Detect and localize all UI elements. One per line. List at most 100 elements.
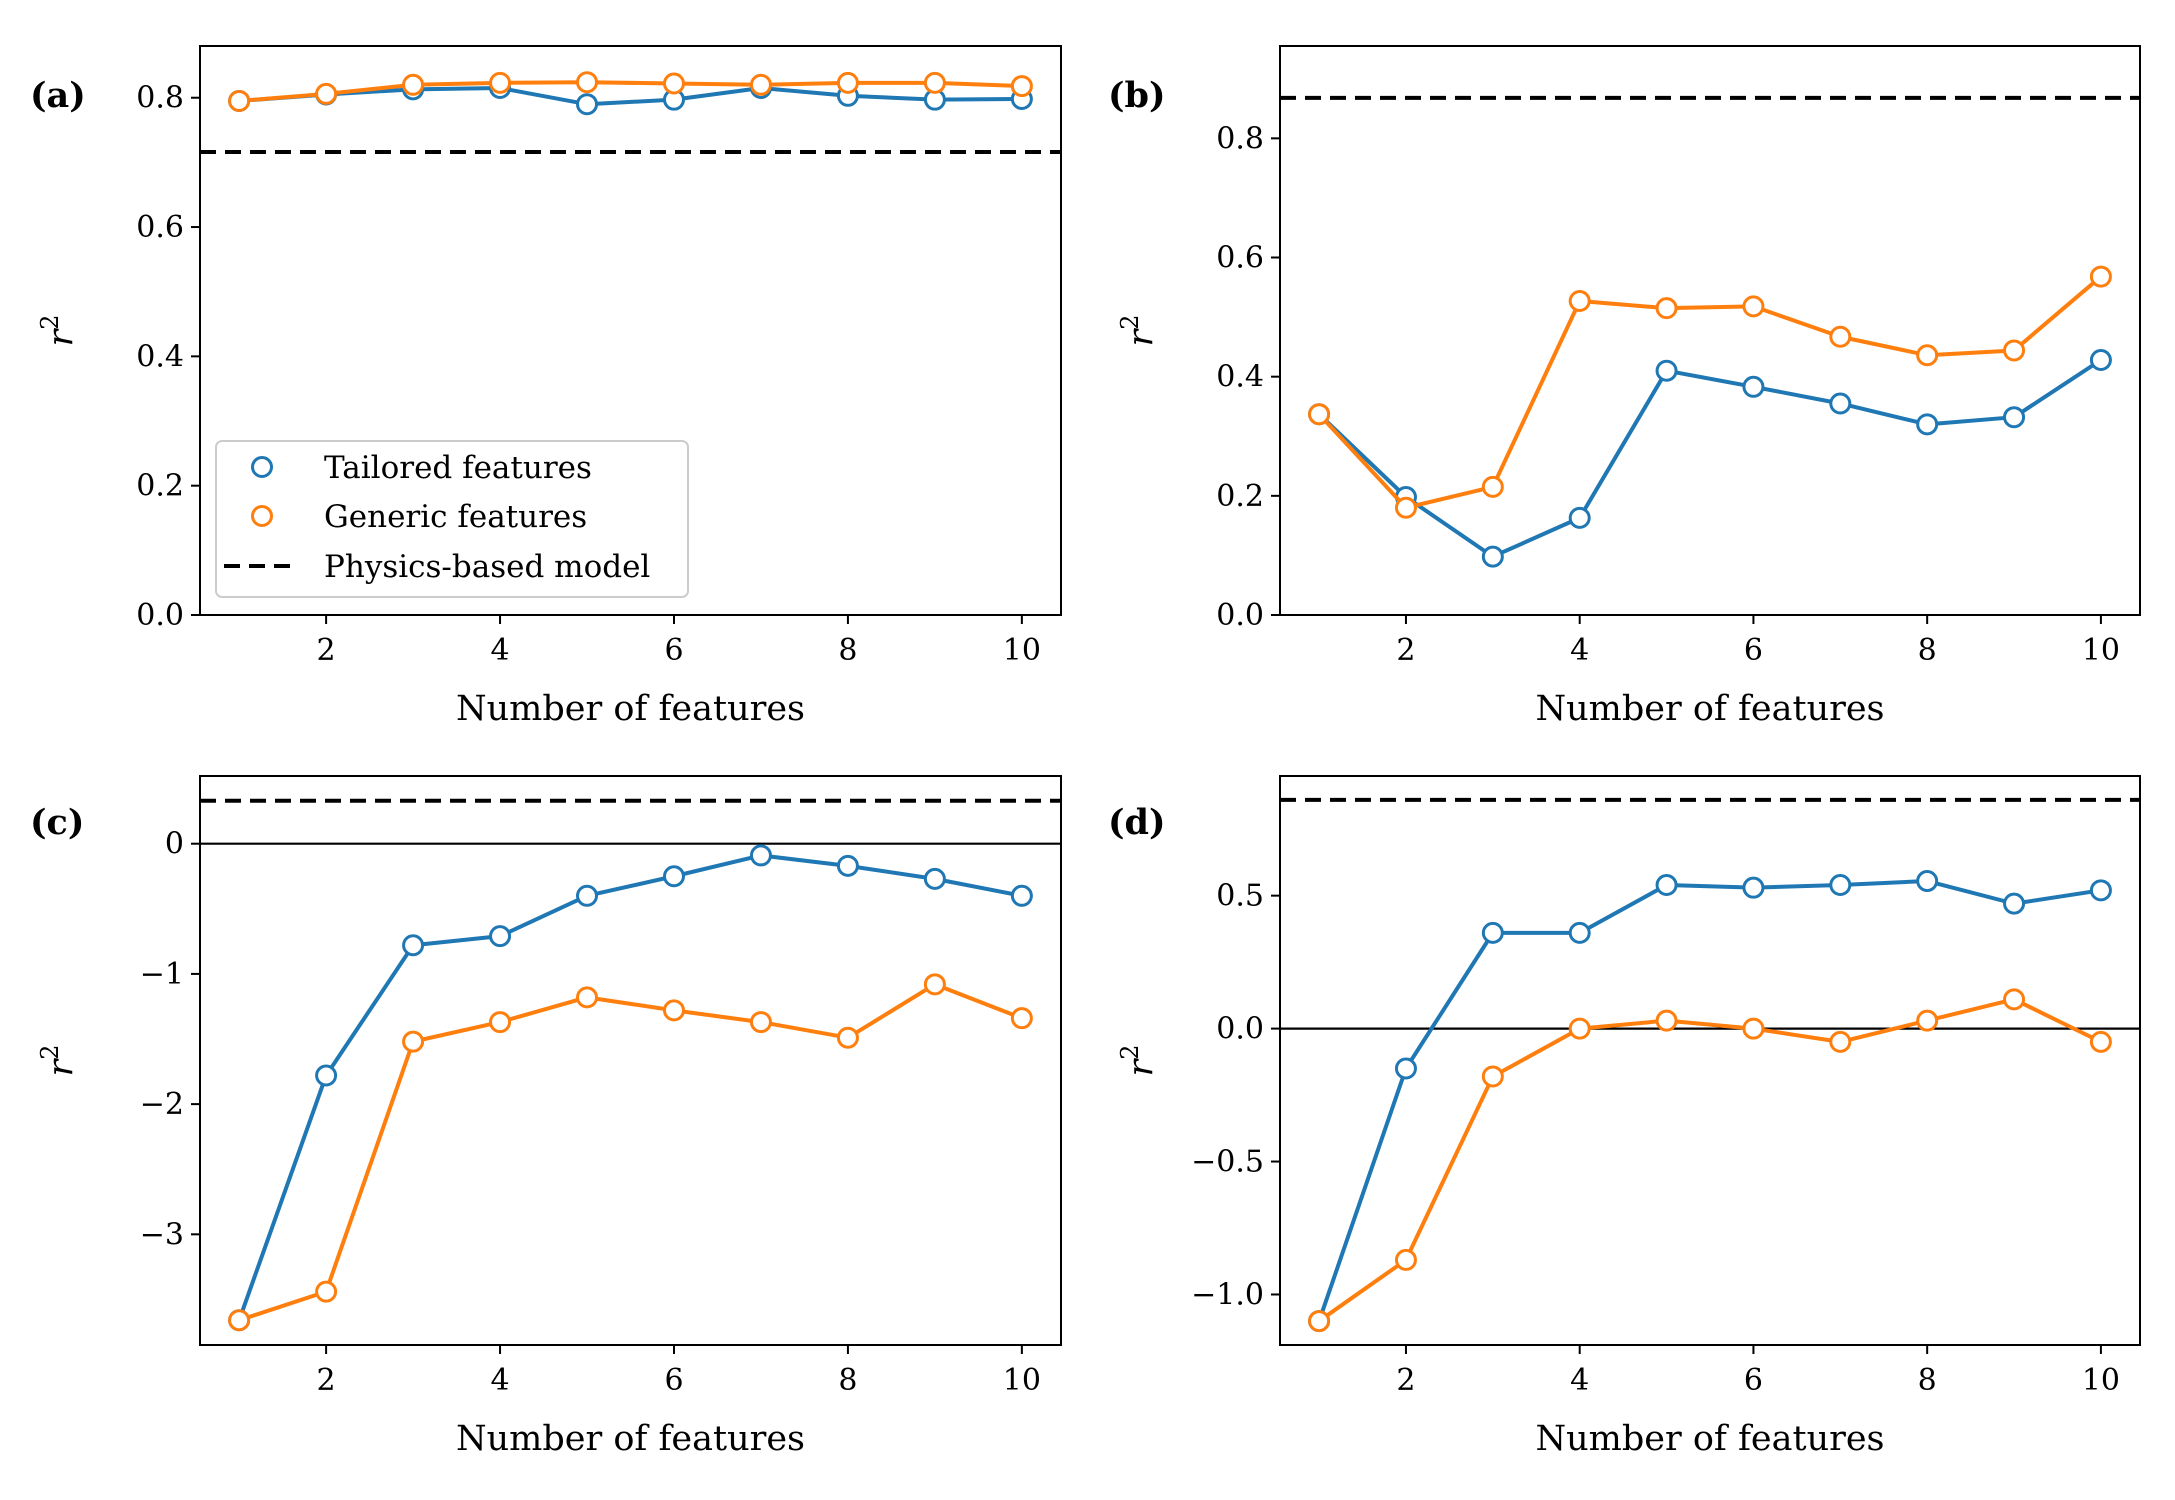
x-tick-label: 4 (1570, 633, 1589, 668)
data-point (2089, 265, 2112, 288)
data-point (836, 854, 859, 877)
data-point (1308, 1310, 1331, 1333)
data-point (749, 73, 772, 96)
legend-physics: Physics-based model (224, 549, 650, 585)
y-tick-label: 0.0 (1216, 598, 1264, 633)
axes-frame (1279, 45, 2141, 616)
y-tick-label: 0.0 (136, 598, 184, 633)
data-point (315, 82, 338, 105)
data-point (576, 986, 599, 1009)
y-tick-label: 0.8 (1216, 121, 1264, 156)
series-line (1317, 358, 2103, 559)
x-tick-label: 6 (1744, 1363, 1763, 1398)
x-axis-label: Number of features (1535, 1419, 1884, 1459)
data-point (489, 71, 512, 94)
x-tick-label: 8 (838, 1363, 857, 1398)
axes-frame (199, 45, 1062, 616)
data-point (489, 1011, 512, 1034)
data-point (576, 884, 599, 907)
panel-label: (d) (1108, 802, 1166, 843)
data-point (2003, 988, 2026, 1011)
x-tick-label: 6 (664, 633, 683, 668)
data-point (1568, 506, 1591, 529)
data-point (402, 73, 425, 96)
y-tick-label: 0.2 (136, 469, 184, 504)
x-axis-label: Number of features (1535, 689, 1884, 729)
data-point (2089, 348, 2112, 371)
data-point (1916, 1009, 1939, 1032)
legend-label: Physics-based model (324, 549, 650, 585)
data-point (1655, 359, 1678, 382)
generic-series (228, 71, 1033, 112)
generic-series (1308, 265, 2112, 519)
x-tick-label: 8 (838, 633, 857, 668)
data-point (662, 999, 685, 1022)
data-point (315, 1280, 338, 1303)
data-point (1655, 297, 1678, 320)
data-point (1481, 545, 1504, 568)
data-point (1742, 876, 1765, 899)
data-point (1568, 921, 1591, 944)
y-axis-label: r2 (1116, 314, 1161, 346)
data-point (1394, 496, 1417, 519)
data-point (2003, 406, 2026, 429)
series-line (1317, 879, 2102, 1322)
x-tick-label: 10 (1003, 1363, 1041, 1398)
y-tick-label: 0.5 (1216, 879, 1264, 914)
data-point (923, 867, 946, 890)
data-point (1010, 884, 1033, 907)
tailored-series (1308, 870, 2112, 1333)
y-tick-label: −3 (140, 1217, 184, 1252)
y-tick-label: 0.6 (1216, 241, 1264, 276)
y-tick-label: 0.4 (136, 339, 184, 374)
data-point (1655, 874, 1678, 897)
x-tick-label: 4 (490, 1363, 509, 1398)
data-point (576, 71, 599, 94)
y-tick-label: 0 (165, 827, 184, 862)
data-point (1829, 1030, 1852, 1053)
series-line (1317, 275, 2103, 510)
panel-label: (b) (1108, 75, 1166, 116)
x-tick-label: 2 (317, 633, 336, 668)
y-tick-label: −1.0 (1191, 1277, 1264, 1312)
panel-1: (a) 2 4 6 8 10 0.0 0.2 0.4 0.6 0.8 Number of featur… (30, 45, 1062, 729)
series-line (238, 982, 1023, 1323)
panel-label: (c) (30, 802, 84, 843)
data-point (2089, 1030, 2112, 1053)
legend-generic: Generic features (251, 499, 587, 535)
generic-series (1308, 988, 2112, 1333)
legend-box (215, 440, 689, 598)
data-point (1481, 475, 1504, 498)
series-line (1317, 997, 2102, 1323)
data-point (923, 973, 946, 996)
legend-label: Generic features (324, 499, 587, 535)
series-line (238, 80, 1022, 103)
x-axis-label: Number of features (456, 1419, 805, 1459)
y-axis-label: r2 (1116, 1044, 1161, 1076)
y-tick-label: −1 (140, 957, 184, 992)
data-point (1742, 375, 1765, 398)
x-tick-label: 6 (664, 1363, 683, 1398)
x-tick-label: 2 (317, 1363, 336, 1398)
data-point (1010, 1007, 1033, 1030)
x-tick-label: 10 (1003, 633, 1041, 668)
data-point (836, 71, 859, 94)
data-point (749, 1011, 772, 1034)
legend-marker (251, 456, 273, 478)
x-tick-label: 10 (2082, 1363, 2120, 1398)
data-point (662, 865, 685, 888)
series-line (238, 86, 1022, 107)
data-point (2003, 892, 2026, 915)
axes-frame (199, 775, 1062, 1346)
x-tick-label: 6 (1744, 633, 1763, 668)
y-tick-label: 0.2 (1216, 479, 1264, 514)
panel-3: (c) 2 4 6 8 10 −3 −2 −1 0 Number of features r2 (30, 775, 1062, 1459)
data-point (1742, 295, 1765, 318)
data-point (1568, 1017, 1591, 1040)
data-point (923, 71, 946, 94)
data-point (228, 1309, 251, 1332)
data-point (836, 1026, 859, 1049)
legend: Tailored features Generic features Physics… (215, 440, 689, 598)
data-point (315, 1064, 338, 1087)
data-point (402, 1030, 425, 1053)
